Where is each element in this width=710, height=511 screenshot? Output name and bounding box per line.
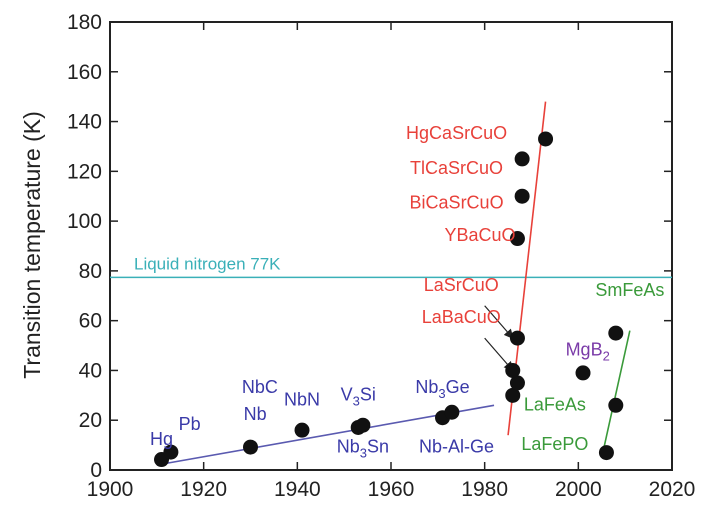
point-label: TlCaSrCuO xyxy=(410,158,503,178)
point-label: Pb xyxy=(179,414,201,434)
y-tick-label: 180 xyxy=(67,11,102,34)
y-tick-label: 20 xyxy=(79,409,102,432)
point-label: Nb3Sn xyxy=(337,437,389,461)
data-point xyxy=(598,445,614,461)
x-tick-label: 1920 xyxy=(180,478,227,501)
data-point xyxy=(444,404,460,420)
x-tick-label: 1980 xyxy=(461,478,508,501)
point-label: V3Si xyxy=(341,384,376,408)
data-point xyxy=(509,330,525,346)
point-label: LaSrCuO xyxy=(424,275,499,295)
point-label: Nb-Al-Ge xyxy=(419,437,494,457)
x-tick-label: 1900 xyxy=(87,478,134,501)
point-label: NbN xyxy=(284,389,320,409)
point-label: HgCaSrCuO xyxy=(406,123,507,143)
plot-frame xyxy=(109,21,673,471)
y-tick-label: 60 xyxy=(79,310,102,333)
point-label: SmFeAs xyxy=(595,280,664,300)
y-tick-label: 40 xyxy=(79,359,102,382)
y-tick-label: 120 xyxy=(67,160,102,183)
x-tick-label: 1940 xyxy=(274,478,321,501)
x-tick-label: 1960 xyxy=(368,478,415,501)
data-point xyxy=(294,422,310,438)
data-point xyxy=(505,387,521,403)
data-point xyxy=(509,231,525,247)
trend-line xyxy=(600,330,631,458)
data-point xyxy=(608,325,624,341)
annotation-arrow xyxy=(484,305,514,339)
data-point xyxy=(538,131,554,147)
data-point xyxy=(355,417,371,433)
x-tick-label: 2000 xyxy=(555,478,602,501)
x-tick-label: 2020 xyxy=(649,478,696,501)
data-point xyxy=(163,444,179,460)
data-point xyxy=(575,365,591,381)
data-point xyxy=(514,188,530,204)
data-point xyxy=(243,439,258,455)
y-axis-label: Transition temperature (K) xyxy=(19,111,45,379)
point-label: LaFePO xyxy=(521,434,588,454)
point-label: MgB2 xyxy=(566,340,610,364)
point-label: LaFeAs xyxy=(524,394,586,414)
point-label: BiCaSrCuO xyxy=(410,193,504,213)
point-label: NbC xyxy=(242,377,278,397)
y-tick-label: 160 xyxy=(67,61,102,84)
point-label: YBaCuO xyxy=(444,225,515,245)
data-point xyxy=(509,375,525,391)
point-label: Nb xyxy=(244,404,267,424)
y-tick-label: 0 xyxy=(90,459,102,482)
point-label: Nb3Ge xyxy=(415,377,469,401)
data-point xyxy=(608,397,624,413)
point-label: LaBaCuO xyxy=(422,307,501,327)
liquid-nitrogen-label: Liquid nitrogen 77K xyxy=(134,254,281,273)
y-tick-label: 80 xyxy=(79,260,102,283)
y-tick-label: 100 xyxy=(67,210,102,233)
data-point xyxy=(514,151,530,167)
y-tick-label: 140 xyxy=(67,111,102,134)
data-point xyxy=(505,362,521,378)
point-label: Hg xyxy=(150,429,173,449)
